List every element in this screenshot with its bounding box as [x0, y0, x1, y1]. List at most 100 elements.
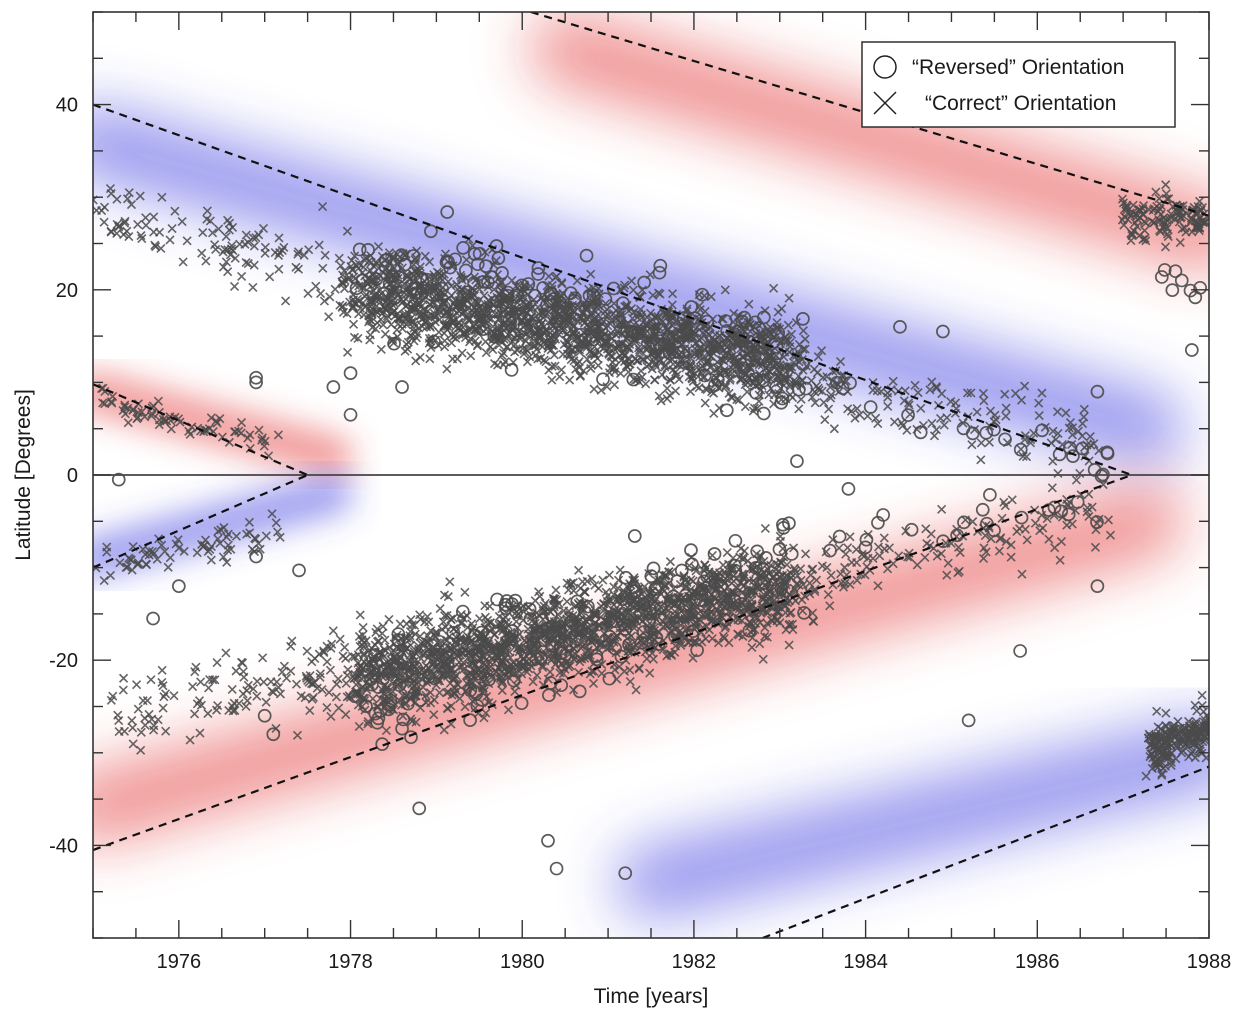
cross-marker [962, 388, 973, 398]
cross-marker [303, 288, 313, 298]
cross-marker [169, 691, 179, 701]
cross-marker [286, 641, 296, 651]
cross-marker [446, 338, 457, 348]
cross-marker [1048, 426, 1058, 436]
cross-marker [133, 219, 143, 230]
cross-marker [359, 638, 369, 648]
cross-marker [609, 380, 620, 390]
cross-marker [628, 602, 638, 612]
cross-marker [623, 353, 633, 363]
cross-marker [404, 274, 414, 284]
cross-marker [128, 739, 138, 749]
cross-marker [132, 680, 142, 690]
cross-marker [562, 596, 572, 607]
cross-marker [342, 670, 352, 680]
cross-marker [108, 691, 118, 701]
cross-marker [425, 354, 435, 364]
cross-marker [936, 549, 946, 559]
cross-marker [481, 348, 491, 358]
cross-marker [334, 703, 344, 713]
cross-marker [927, 418, 937, 428]
y-axis-title: Latitude [Degrees] [12, 389, 35, 561]
cross-marker [643, 344, 653, 354]
cross-marker [929, 431, 940, 441]
cross-marker [214, 224, 224, 234]
cross-marker [701, 634, 711, 644]
cross-marker [935, 413, 946, 423]
cross-marker [602, 305, 612, 315]
cross-marker [691, 338, 702, 348]
cross-marker [796, 575, 806, 585]
cross-marker [149, 725, 159, 735]
cross-marker [421, 690, 431, 700]
cross-marker [496, 619, 506, 629]
cross-marker [114, 726, 124, 737]
cross-marker [416, 310, 426, 320]
cross-marker [755, 618, 765, 628]
cross-marker [367, 297, 377, 307]
cross-marker [784, 640, 794, 650]
cross-marker [788, 624, 798, 635]
cross-marker [281, 296, 291, 306]
cross-marker [822, 562, 832, 573]
cross-marker [525, 352, 535, 362]
cross-marker [462, 313, 472, 323]
cross-marker [398, 662, 408, 672]
cross-marker [953, 542, 964, 552]
cross-marker [625, 676, 635, 687]
cross-marker [636, 310, 646, 320]
cross-marker [588, 678, 599, 688]
cross-marker [196, 677, 206, 687]
cross-marker [136, 231, 146, 241]
cross-marker [234, 698, 244, 708]
cross-marker [358, 622, 368, 633]
cross-marker [505, 328, 515, 338]
cross-marker [404, 309, 414, 319]
cross-marker [395, 619, 405, 629]
cross-marker [381, 685, 391, 695]
cross-marker [339, 284, 350, 294]
cross-marker [563, 585, 574, 595]
cross-marker [358, 298, 368, 308]
cross-marker [352, 689, 362, 699]
cross-marker [620, 280, 630, 290]
cross-marker [332, 679, 342, 689]
cross-marker [645, 668, 655, 678]
cross-marker [967, 440, 977, 450]
cross-marker [241, 230, 251, 240]
cross-marker [322, 641, 332, 651]
cross-marker [637, 638, 647, 648]
cross-marker [293, 247, 304, 257]
cross-marker [813, 352, 823, 362]
cross-marker [227, 684, 237, 694]
cross-marker [667, 567, 677, 577]
cross-marker [810, 398, 820, 408]
cross-marker [491, 256, 501, 266]
cross-marker [718, 560, 728, 570]
cross-marker [442, 364, 452, 374]
cross-marker [658, 645, 668, 655]
cross-marker [552, 271, 562, 281]
cross-marker [801, 549, 811, 559]
cross-marker [840, 562, 850, 572]
cross-marker [208, 675, 218, 685]
cross-marker [696, 363, 706, 373]
cross-marker [489, 358, 500, 369]
cross-marker [425, 687, 435, 698]
cross-marker [590, 628, 600, 638]
cross-marker [979, 543, 989, 553]
cross-marker [157, 192, 167, 202]
cross-marker [498, 348, 509, 358]
cross-marker [664, 649, 674, 659]
cross-marker [511, 616, 521, 627]
cross-marker [582, 354, 592, 364]
cross-marker [397, 646, 407, 656]
cross-marker [373, 702, 383, 712]
cross-marker [544, 271, 554, 281]
cross-marker [149, 212, 159, 222]
cross-marker [755, 639, 765, 649]
cross-marker [359, 648, 369, 659]
cross-marker [746, 586, 756, 596]
cross-marker [720, 569, 730, 579]
cross-marker [112, 194, 122, 204]
